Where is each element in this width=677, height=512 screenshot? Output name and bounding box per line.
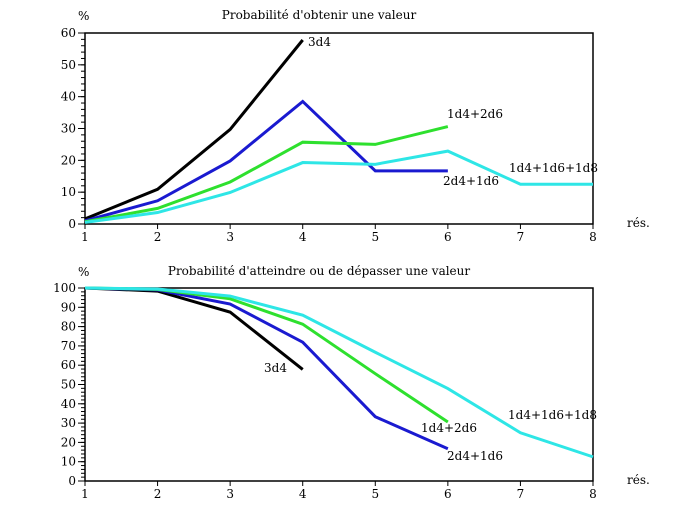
series-label: 1d4+1d6+1d8	[508, 408, 597, 422]
x-tick-label: 4	[299, 230, 307, 244]
x-tick-label: 8	[589, 487, 597, 501]
y-tick-label: 70	[61, 339, 76, 353]
x-tick-label: 8	[589, 230, 597, 244]
series-line-1d4+1d6+1d8	[84, 149, 593, 224]
chart-title: Probabilité d'obtenir une valeur	[222, 8, 417, 22]
x-axis-label: rés.	[627, 473, 650, 487]
series-line-3d4	[84, 286, 304, 371]
y-tick-label: 80	[61, 320, 76, 334]
series-line-1d4+1d6+1d8	[84, 286, 594, 459]
y-tick-label: 100	[53, 281, 76, 295]
x-tick-label: 1	[81, 487, 89, 501]
series-line-3d4	[84, 39, 304, 221]
plot-frame	[84, 32, 594, 225]
x-tick-label: 3	[226, 230, 234, 244]
y-tick-label: 60	[61, 358, 76, 372]
y-tick-label: 50	[61, 378, 76, 392]
y-tick-label: 10	[61, 455, 76, 469]
x-tick-label: 3	[226, 487, 234, 501]
x-tick-label: 5	[371, 487, 379, 501]
x-tick-label: 2	[154, 230, 162, 244]
y-tick-label: 30	[61, 122, 76, 136]
x-axis-label: rés.	[627, 216, 650, 230]
y-tick-label: 60	[61, 26, 76, 40]
series-label: 2d4+1d6	[447, 449, 503, 463]
x-tick-label: 7	[517, 230, 525, 244]
x-tick-label: 7	[517, 487, 525, 501]
y-tick-label: 0	[68, 474, 76, 488]
plot-frame	[84, 287, 594, 482]
x-tick-label: 5	[371, 230, 379, 244]
series-line-1d4+2d6	[84, 286, 449, 424]
series-line-1d4+2d6	[84, 125, 449, 224]
series-line-2d4+1d6	[84, 99, 448, 223]
x-tick-label: 6	[444, 487, 452, 501]
y-tick-label: 20	[61, 153, 76, 167]
x-tick-label: 1	[81, 230, 89, 244]
x-tick-label: 6	[444, 230, 452, 244]
x-tick-label: 2	[154, 487, 162, 501]
series-label: 3d4	[308, 35, 331, 49]
y-tick-label: 30	[61, 416, 76, 430]
y-tick-label: 40	[61, 90, 76, 104]
y-tick-label: 50	[61, 58, 76, 72]
chart-title: Probabilité d'atteindre ou de dépasser u…	[168, 264, 471, 278]
y-tick-label: 10	[61, 185, 76, 199]
chart-1: Probabilité d'obtenir une valeur% rés. 0 10…	[61, 8, 650, 244]
y-tick-label: 90	[61, 300, 76, 314]
series-label: 3d4	[264, 361, 287, 375]
y-tick-label: 0	[68, 217, 76, 231]
series-label: 1d4+2d6	[447, 107, 503, 121]
y-axis-label: %	[78, 265, 89, 279]
y-tick-label: 20	[61, 435, 76, 449]
chart-2: Probabilité d'atteindre ou de dépasser u…	[53, 264, 650, 501]
x-tick-label: 4	[299, 487, 307, 501]
series-label: 1d4+2d6	[421, 421, 477, 435]
series-label: 2d4+1d6	[443, 174, 499, 188]
y-axis-label: %	[78, 9, 89, 23]
series-label: 1d4+1d6+1d8	[509, 161, 598, 175]
y-tick-label: 40	[61, 397, 76, 411]
